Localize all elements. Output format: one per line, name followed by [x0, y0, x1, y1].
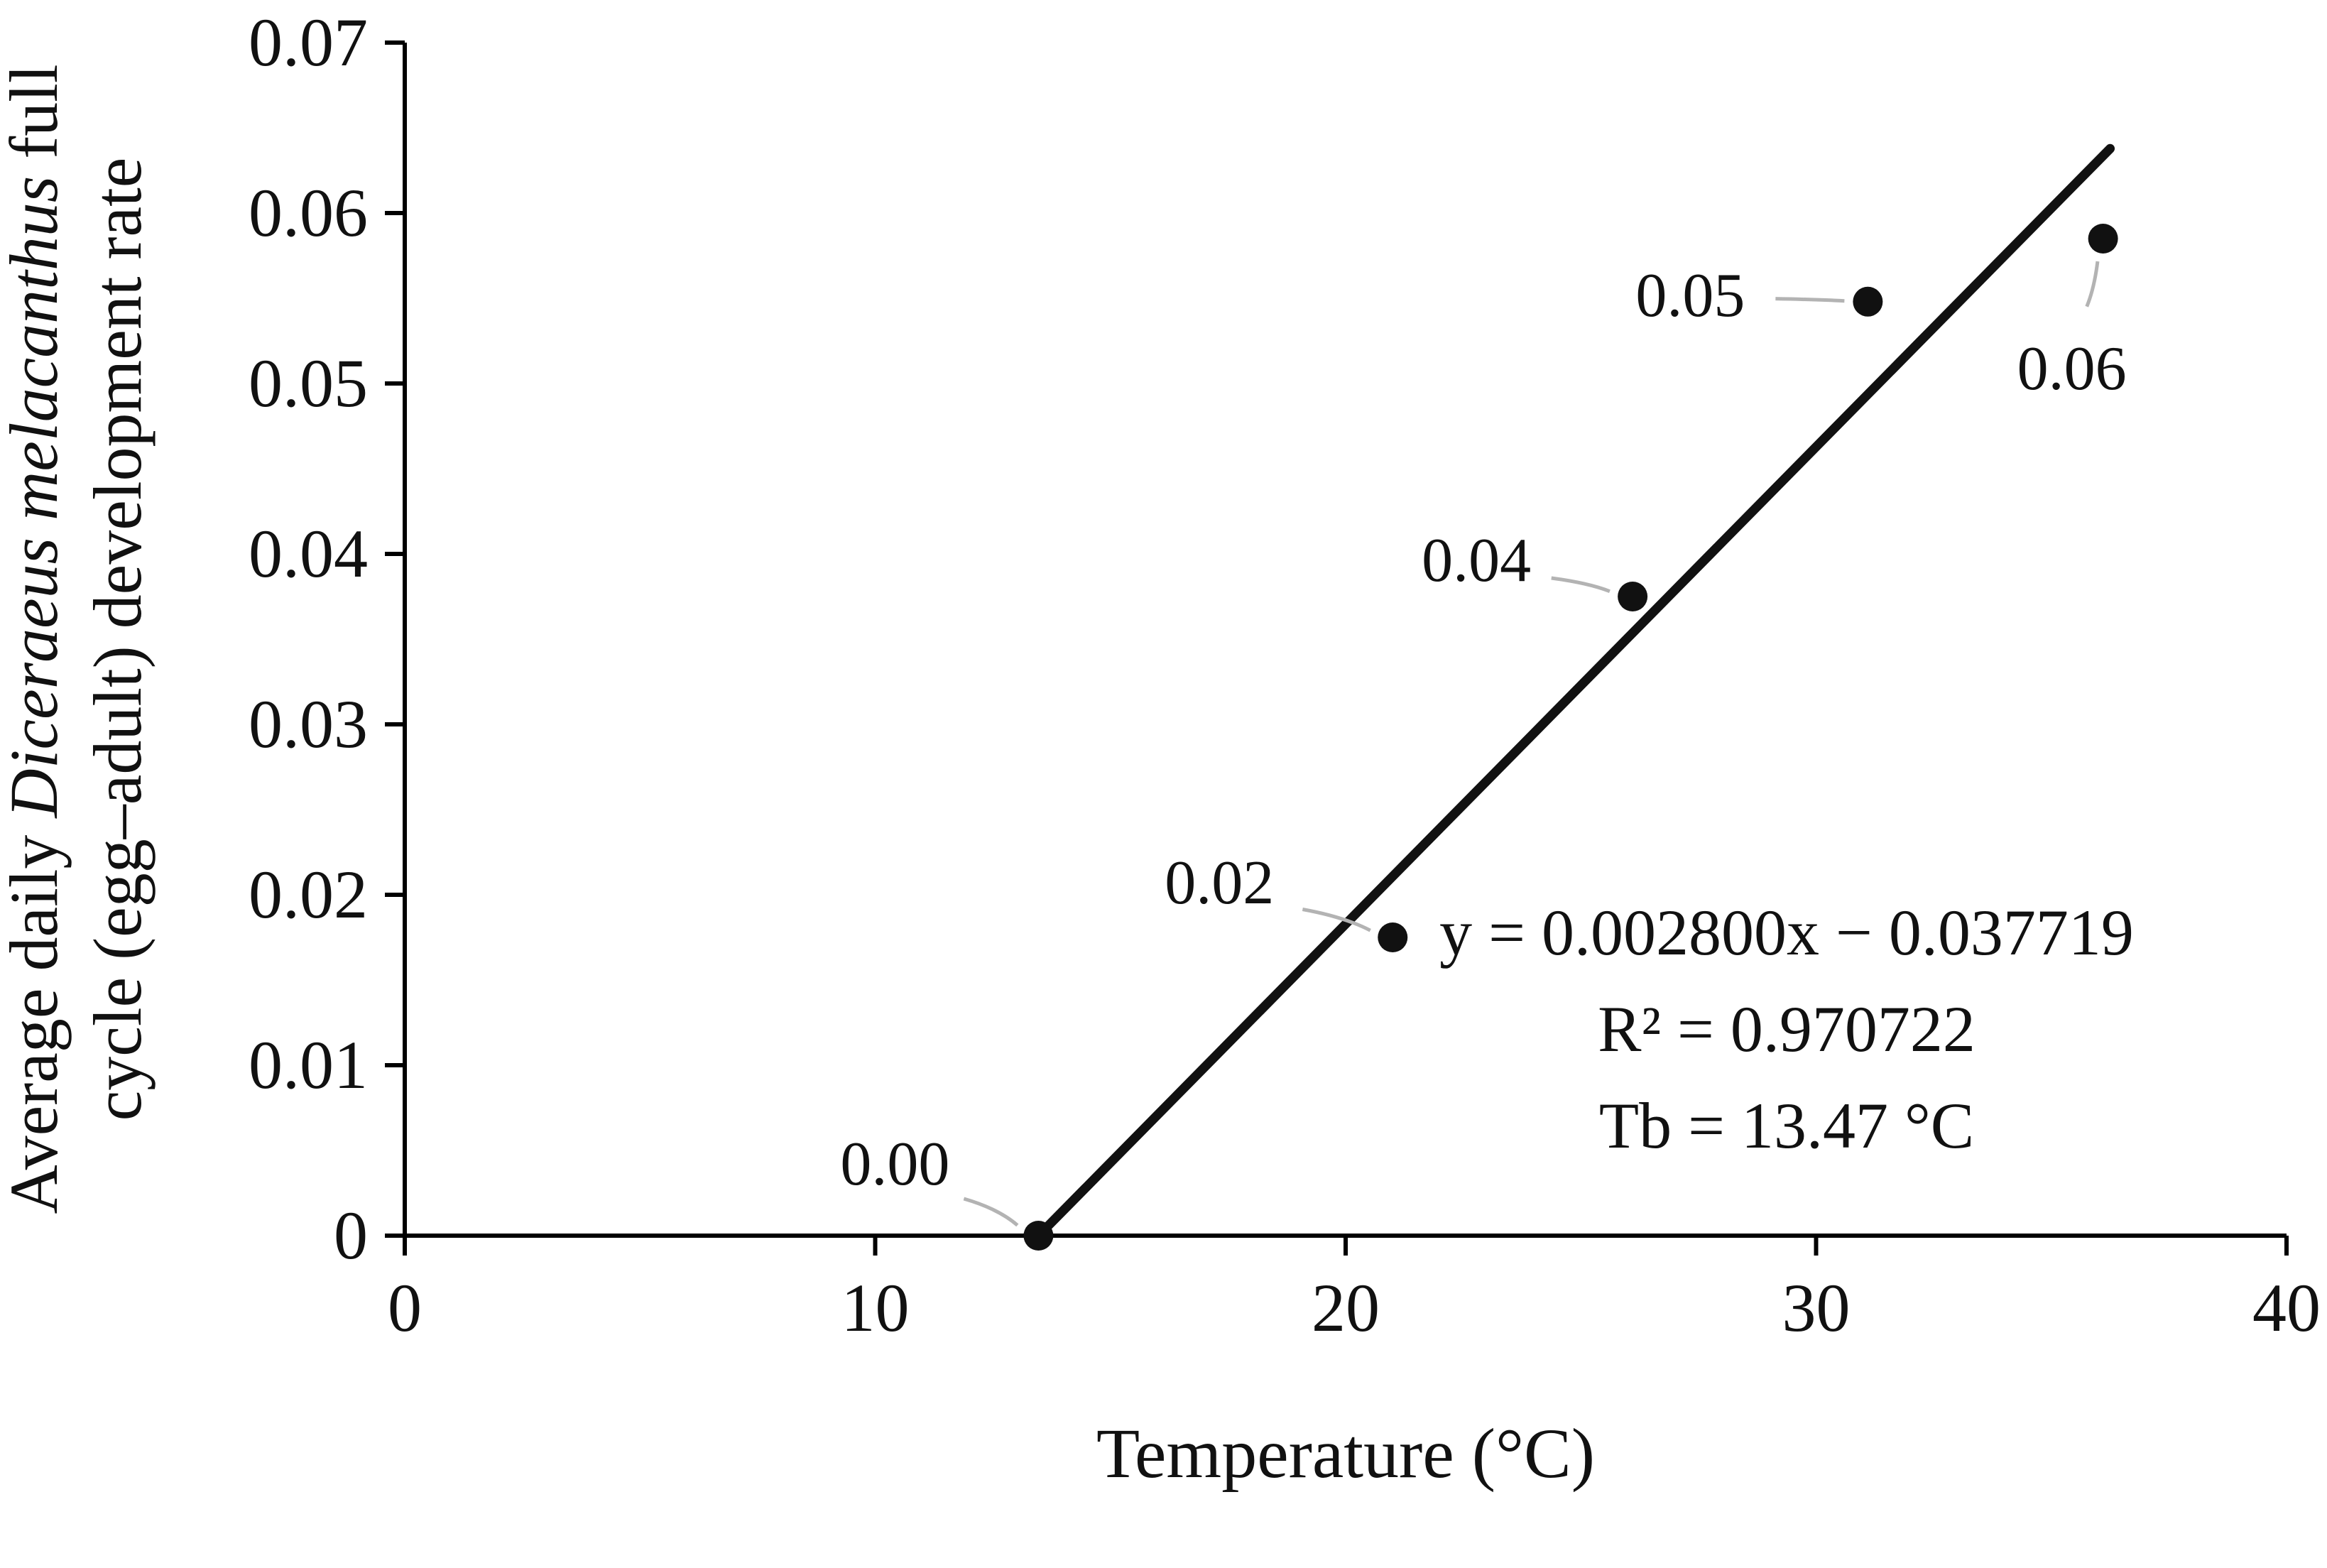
data-label-leader [1775, 297, 1845, 303]
equation-text: y = 0.002800x − 0.037719 [1439, 896, 2134, 969]
data-point-label: 0.02 [1165, 849, 1274, 918]
data-point [1378, 922, 1408, 952]
y-tick-label: 0.07 [249, 4, 368, 80]
y-axis-title-line1: Average daily Diceraeus melacanthus full [0, 64, 72, 1214]
data-point-label: 0.05 [1635, 261, 1745, 330]
r-squared-text: R² = 0.970722 [1598, 993, 1976, 1065]
y-axis-title-line2: cycle (egg–adult) development rate [80, 158, 156, 1121]
base-temperature-text: Tb = 13.47 °C [1599, 1089, 1974, 1162]
x-tick-label: 20 [1312, 1270, 1380, 1346]
data-point [1618, 582, 1648, 611]
data-point-label: 0.00 [840, 1130, 949, 1199]
y-tick-label: 0 [334, 1197, 368, 1273]
data-label-leader [1302, 908, 1371, 932]
trend-line [1033, 143, 2115, 1241]
data-label-leader [2085, 261, 2100, 307]
x-tick-label: 30 [1782, 1270, 1851, 1346]
y-tick-label: 0.04 [249, 516, 368, 592]
data-point [2088, 224, 2118, 254]
y-tick-label: 0.02 [249, 856, 368, 932]
x-tick-label: 10 [841, 1270, 910, 1346]
x-tick-label: 40 [2252, 1270, 2321, 1346]
data-point-label: 0.06 [2017, 334, 2127, 403]
data-point [1853, 286, 1883, 317]
data-point-label: 0.04 [1422, 526, 1531, 595]
x-axis-title: Temperature (°C) [1096, 1414, 1595, 1493]
y-tick-label: 0.01 [249, 1027, 368, 1103]
y-tick-label: 0.03 [249, 686, 368, 762]
data-point [1023, 1221, 1054, 1251]
data-label-leader [963, 1197, 1019, 1227]
y-tick-label: 0.06 [249, 175, 368, 251]
x-tick-label: 0 [388, 1270, 422, 1346]
data-label-leader [1551, 576, 1611, 594]
y-tick-label: 0.05 [249, 345, 368, 421]
